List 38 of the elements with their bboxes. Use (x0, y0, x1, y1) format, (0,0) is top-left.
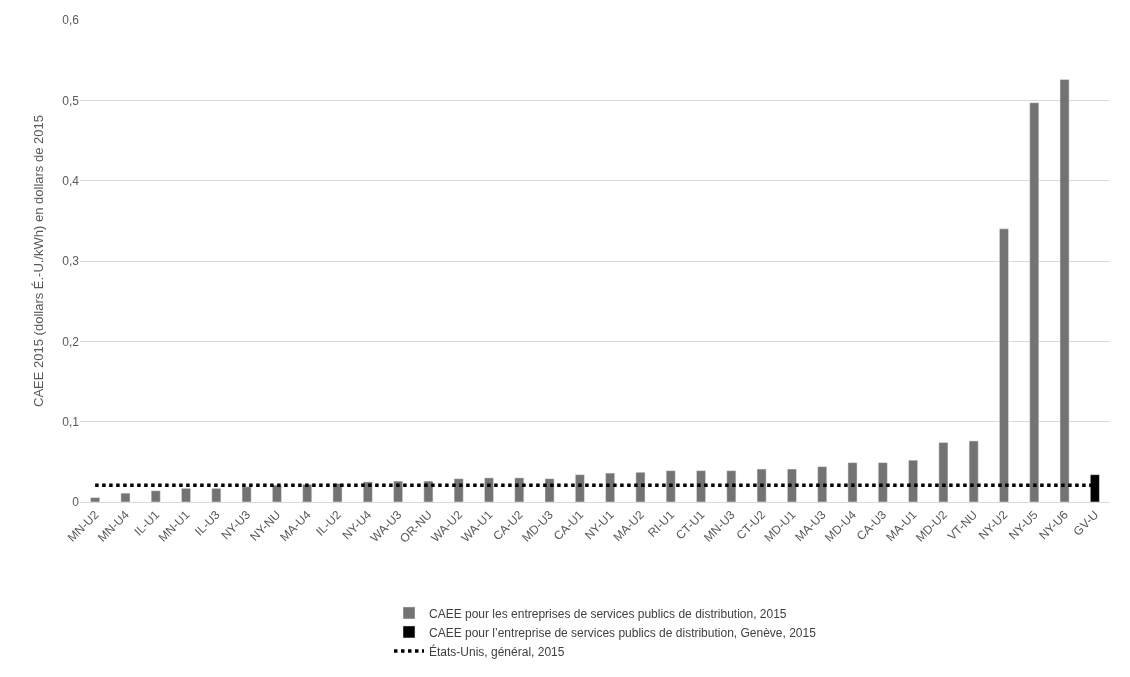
y-tick-label: 0,3 (62, 254, 80, 269)
bar (272, 484, 282, 502)
bar (393, 480, 403, 502)
bar (90, 497, 100, 502)
bar (241, 486, 252, 502)
bar (968, 440, 979, 502)
bar (605, 472, 615, 502)
bar (817, 466, 827, 502)
bar (696, 470, 706, 502)
y-tick-label: 0,5 (62, 93, 80, 108)
bar (1029, 102, 1040, 502)
y-tick-label: 0,4 (62, 173, 80, 188)
y-tick-label: 0 (72, 495, 80, 510)
bar (878, 462, 888, 502)
bar (726, 470, 737, 502)
bar (756, 468, 767, 502)
bar (847, 462, 858, 502)
bar (484, 477, 494, 502)
bar (302, 484, 312, 502)
bar (120, 492, 131, 502)
bar (181, 488, 191, 502)
legend-label: États-Unis, général, 2015 (429, 643, 565, 659)
y-tick-label: 0,2 (62, 334, 80, 349)
legend-label: CAEE pour les entreprises de services publics de distribution, 2015 (429, 606, 787, 621)
bar (938, 442, 949, 502)
y-tick-label: 0,6 (62, 13, 80, 28)
bar (635, 472, 646, 502)
bar (908, 459, 918, 502)
bar (787, 468, 797, 502)
bar (575, 474, 585, 502)
legend-label: CAEE pour l’entreprise de services publics de distribution, Genève, 2015 (429, 625, 817, 640)
bar (1059, 79, 1070, 502)
bar (665, 470, 676, 502)
y-tick-label: 0,1 (62, 414, 80, 429)
bar (150, 490, 161, 502)
bar (211, 488, 222, 502)
bar (999, 228, 1009, 502)
y-axis-title: CAEE 2015 (dollars É.-U./kWh) en dollars de 2015 (31, 115, 47, 407)
